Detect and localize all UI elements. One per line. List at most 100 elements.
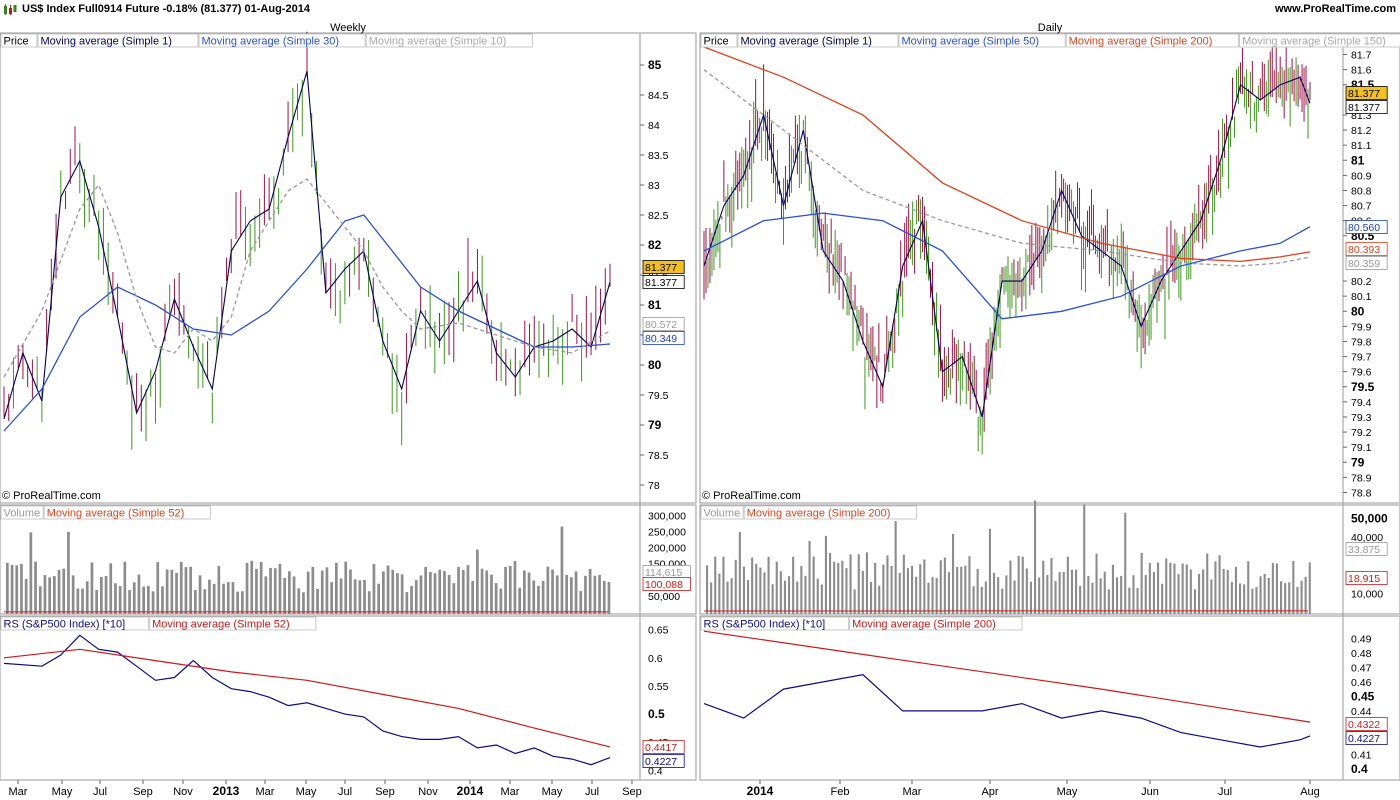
volume-bar [824, 535, 827, 614]
x-tick-label: Sep [375, 786, 395, 798]
x-tick-label: Mar [903, 786, 922, 798]
rs-legend-item: RS (S&P500 Index) [*10] [4, 619, 126, 631]
x-tick-label: Mar [501, 786, 520, 798]
volume-bar [607, 581, 611, 614]
volume-bar [898, 572, 901, 614]
pane-frame [699, 504, 1400, 615]
price-legend-box [198, 33, 366, 48]
volume-bar [367, 591, 371, 614]
volume-bar [424, 566, 427, 614]
volume-tick-label: 50,000 [1351, 511, 1388, 525]
price-tag-box [1345, 256, 1388, 270]
volume-bar [560, 526, 564, 614]
rs-tick-label: 0.45 [1351, 689, 1375, 703]
volume-bar [222, 583, 225, 614]
volume-bar [1255, 587, 1258, 614]
volume-bar [956, 566, 959, 614]
ma-line-3 [703, 69, 1311, 267]
volume-bar [755, 563, 758, 614]
volume-bar [738, 532, 741, 614]
price-tag-box [642, 275, 685, 289]
volume-bar [714, 556, 717, 614]
price-tick-label: 83.5 [648, 150, 669, 162]
rs-tick-label: 0.4 [648, 765, 663, 777]
price-tick-label: 81.7 [1351, 50, 1372, 62]
rs-tick-label: 0.6 [648, 653, 663, 665]
volume-bar [1116, 577, 1119, 614]
price-legend-box [700, 33, 738, 48]
price-tag-box [1345, 100, 1388, 114]
volume-bar [1103, 571, 1106, 614]
volume-bar [372, 563, 376, 614]
volume-bars [706, 500, 1311, 614]
x-tick-label: 2014 [457, 784, 484, 798]
volume-bar [330, 582, 333, 614]
volume-bar [349, 569, 352, 614]
volume-bar [53, 576, 56, 614]
volume-bar [1280, 581, 1283, 614]
volume-bar [853, 589, 856, 614]
volume-bar [952, 534, 955, 614]
volume-bar [865, 552, 868, 614]
volume-bar [1009, 560, 1012, 614]
volume-bar [189, 566, 192, 614]
volume-bar [316, 588, 319, 614]
volume-bar [980, 586, 983, 614]
volume-bar [870, 581, 873, 614]
price-legend-box [365, 33, 533, 48]
price-tag: 81.377 [645, 262, 677, 274]
volume-bar [927, 582, 930, 614]
volume-bar [259, 561, 263, 614]
volume-bar [34, 561, 37, 614]
x-tick-label: Jul [93, 786, 107, 798]
price-tick-label: 78.8 [1351, 487, 1372, 499]
volume-bar [1198, 573, 1201, 614]
volume-bar [142, 586, 145, 614]
price-tick-label: 79.5 [1351, 380, 1375, 394]
volume-bar [1013, 580, 1016, 614]
volume-bar [775, 561, 778, 614]
x-tick-label: May [1057, 786, 1078, 798]
x-tick-label: Sep [622, 786, 642, 798]
price-tick-label: 78 [648, 480, 660, 492]
x-tick-label: Feb [831, 786, 850, 798]
price-tick-label: 79.6 [1351, 367, 1372, 379]
volume-bar [1288, 582, 1291, 614]
volume-bar [1062, 571, 1065, 614]
volume-bar [857, 554, 860, 614]
rs-tick-label: 0.41 [1351, 749, 1372, 761]
volume-bar [161, 586, 164, 614]
site-url[interactable]: www.ProRealTime.com [1274, 3, 1396, 15]
x-tick-label: May [296, 786, 317, 798]
volume-bar [217, 566, 221, 614]
volume-bar [335, 562, 338, 614]
price-tag-box [642, 331, 685, 345]
volume-bar [405, 592, 409, 614]
price-legend-box [737, 33, 899, 48]
volume-bar [923, 559, 926, 614]
volume-bar [198, 575, 202, 614]
x-tick-label: Mar [9, 786, 28, 798]
volume-bar [943, 557, 946, 614]
ma-line-1 [3, 214, 611, 432]
volume-bar [820, 584, 823, 614]
rs-legend-item: RS (S&P500 Index) [*10] [704, 619, 826, 631]
price-tag: 80.349 [645, 333, 677, 345]
volume-bar [960, 566, 963, 614]
rs-tick-label: 0.44 [1351, 706, 1372, 718]
price-legend-item: Moving average (Simple 10) [369, 36, 507, 48]
volume-bar [1124, 512, 1127, 614]
volume-bar [788, 576, 791, 614]
rs-tag: 0.4417 [645, 742, 677, 754]
volume-bar [20, 563, 23, 614]
ohlc-bars [3, 31, 611, 450]
price-tag-box [642, 317, 685, 331]
volume-bar [849, 554, 852, 614]
volume-tick-label: 300,000 [648, 510, 686, 522]
volume-bar [156, 562, 160, 614]
volume-bar [320, 570, 324, 614]
volume-bar [1251, 588, 1254, 614]
volume-bar [302, 592, 305, 614]
volume-bar [212, 583, 216, 614]
volume-bar [911, 566, 914, 614]
